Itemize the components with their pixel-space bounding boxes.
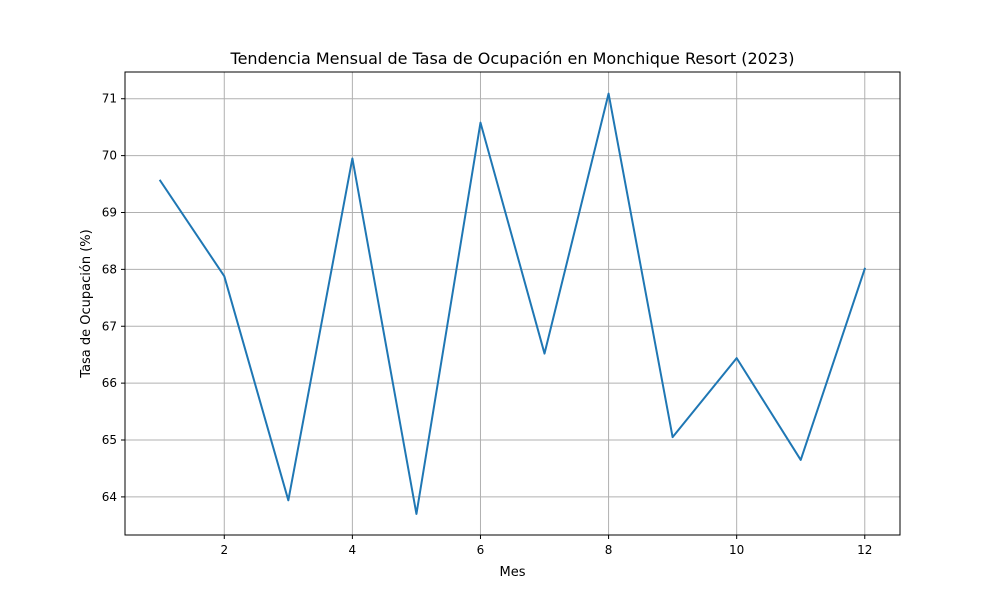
- series-layer: [158, 92, 867, 515]
- x-tick-label: 4: [349, 543, 357, 557]
- y-tick-label: 64: [102, 490, 117, 504]
- y-tick-label: 69: [102, 205, 117, 219]
- series-line: [158, 92, 867, 515]
- y-tick-label: 68: [102, 262, 117, 276]
- y-tick-label: 65: [102, 433, 117, 447]
- x-tick-label: 12: [857, 543, 872, 557]
- x-tick-label: 6: [477, 543, 485, 557]
- plot-frame: [124, 71, 901, 536]
- y-tick-label: 70: [102, 149, 117, 163]
- x-tick-label: 10: [729, 543, 744, 557]
- x-tick-label: 2: [220, 543, 228, 557]
- chart-title: Tendencia Mensual de Tasa de Ocupación e…: [230, 49, 795, 68]
- y-axis-label: Tasa de Ocupación (%): [79, 229, 94, 378]
- y-tick-label: 67: [102, 319, 117, 333]
- x-tick-label: 8: [605, 543, 613, 557]
- y-tick-label: 71: [102, 92, 117, 106]
- y-tick-label: 66: [102, 376, 117, 390]
- grid-lines: [125, 72, 900, 535]
- x-axis-label: Mes: [500, 565, 526, 580]
